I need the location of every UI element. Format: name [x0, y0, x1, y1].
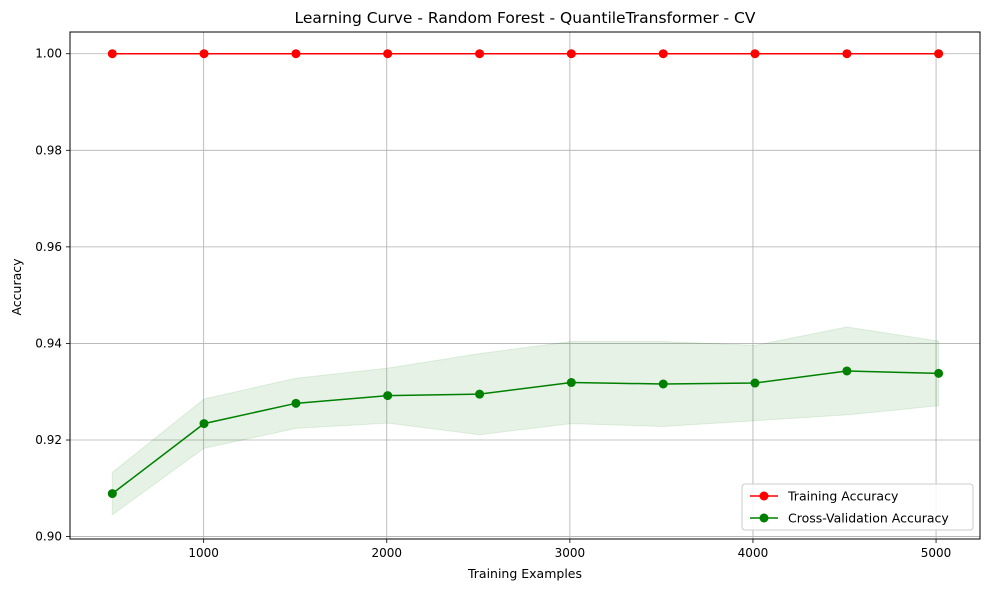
data-point-cross-validation	[566, 378, 576, 388]
data-point-cross-validation	[199, 419, 209, 429]
x-axis-ticks: 1000 2000 3000 4000 5000	[188, 539, 951, 560]
data-point-cross-validation	[750, 378, 760, 388]
legend-label-cross-validation: Cross-Validation Accuracy	[788, 511, 949, 526]
x-axis-label: Training Examples	[467, 566, 582, 581]
data-point-training	[107, 49, 117, 59]
y-axis-label: Accuracy	[9, 258, 24, 316]
data-point-cross-validation	[934, 368, 944, 378]
data-point-cross-validation	[383, 391, 393, 401]
data-point-training	[475, 49, 485, 59]
data-point-cross-validation	[658, 379, 668, 389]
data-point-training	[750, 49, 760, 59]
y-tick-label: 0.90	[35, 530, 62, 544]
data-point-training	[566, 49, 576, 59]
legend-marker-training	[759, 491, 769, 501]
series-points	[107, 49, 944, 499]
data-point-training	[934, 49, 944, 59]
data-point-training	[199, 49, 209, 59]
x-tick-label: 1000	[188, 546, 219, 560]
legend-marker-cross-validation	[759, 513, 769, 523]
y-tick-label: 0.92	[35, 433, 62, 447]
legend: Training Accuracy Cross-Validation Accur…	[741, 483, 974, 531]
y-tick-label: 0.98	[35, 143, 62, 157]
y-tick-label: 0.94	[35, 336, 62, 350]
y-tick-label: 1.00	[35, 47, 62, 61]
plot-frame	[69, 31, 981, 540]
data-point-training	[658, 49, 668, 59]
series-lines	[111, 52, 939, 495]
y-axis-ticks: 0.90 0.92 0.94 0.96 0.98 1.00	[35, 47, 70, 544]
x-tick-label: 5000	[921, 546, 952, 560]
data-point-training	[291, 49, 301, 59]
data-point-cross-validation	[842, 366, 852, 376]
x-tick-label: 2000	[371, 546, 402, 560]
data-point-cross-validation	[475, 389, 485, 399]
data-point-cross-validation	[291, 398, 301, 408]
legend-label-training: Training Accuracy	[787, 489, 899, 504]
x-tick-label: 3000	[555, 546, 586, 560]
data-point-training	[842, 49, 852, 59]
legend-box	[741, 483, 974, 531]
chart-title: Learning Curve - Random Forest - Quantil…	[295, 9, 756, 27]
band-cross-validation	[111, 326, 940, 516]
series-line-cross-validation	[111, 370, 939, 495]
data-point-cross-validation	[107, 489, 117, 499]
data-point-training	[383, 49, 393, 59]
y-tick-label: 0.96	[35, 240, 62, 254]
x-tick-label: 4000	[738, 546, 769, 560]
